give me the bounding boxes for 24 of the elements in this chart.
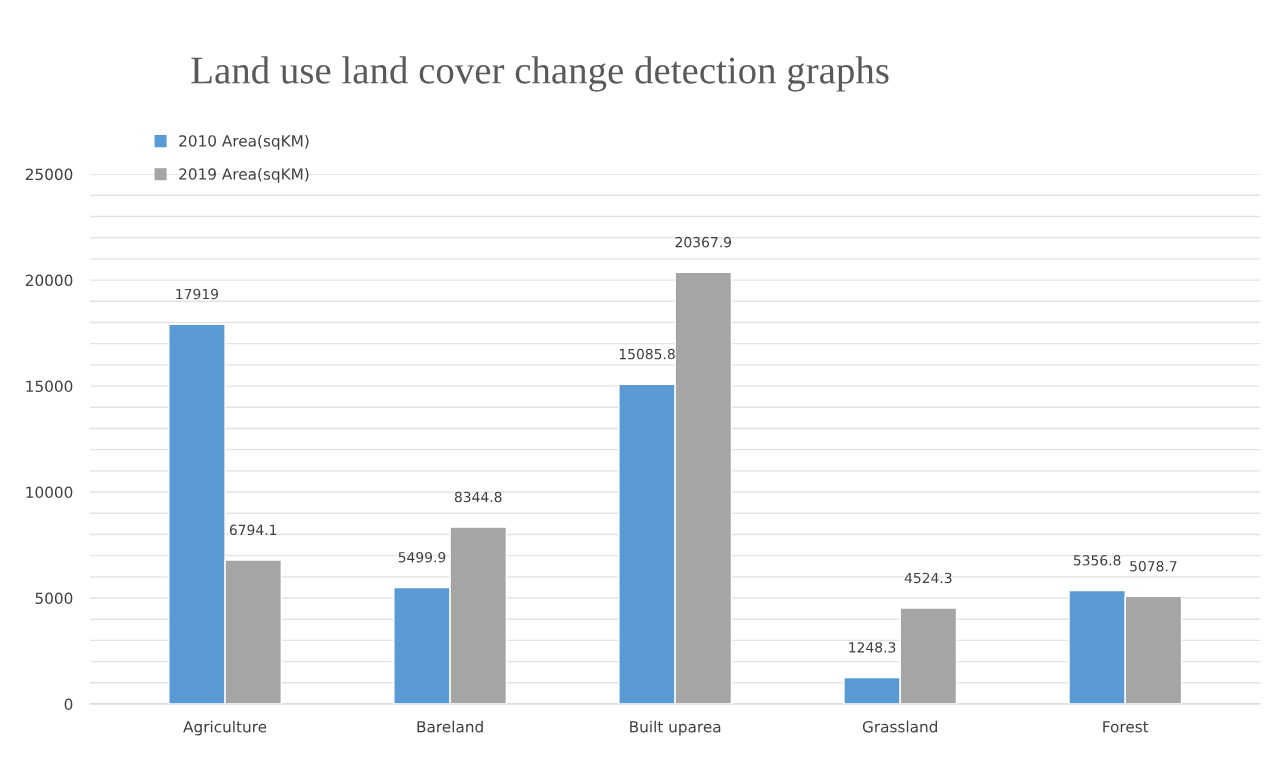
y-tick-label: 25000	[25, 168, 73, 181]
x-tick-label: Forest	[1103, 721, 1149, 733]
x-tick-label: Bareland	[417, 720, 483, 733]
legend-label: 2019 Area(sqKM)	[179, 168, 309, 183]
legend-label: 2010 Area(sqKM)	[179, 134, 309, 150]
data-label: 4524.3	[904, 572, 952, 584]
chart-title: Land use land cover change detection graphs	[191, 56, 889, 92]
x-tick-label: Built uparea	[630, 720, 721, 736]
data-label: 8344.8	[454, 491, 502, 503]
data-label: 5499.9	[398, 552, 446, 563]
data-label: 15085.8	[619, 348, 675, 360]
data-label: 6794.1	[229, 524, 277, 536]
data-label: 1248.3	[849, 642, 896, 653]
y-tick-label: 20000	[25, 274, 73, 287]
y-tick-label: 0	[64, 698, 73, 711]
x-tick-label: Agriculture	[183, 720, 267, 736]
data-label: 5356.8	[1073, 555, 1121, 566]
y-tick-label: 15000	[26, 380, 73, 393]
data-label: 20367.9	[675, 236, 732, 248]
data-label: 5078.7	[1130, 560, 1177, 572]
data-label: 17919	[176, 288, 219, 300]
y-tick-label: 5000	[35, 592, 73, 605]
y-tick-label: 10000	[26, 486, 73, 499]
x-tick-label: Grassland	[862, 720, 938, 733]
